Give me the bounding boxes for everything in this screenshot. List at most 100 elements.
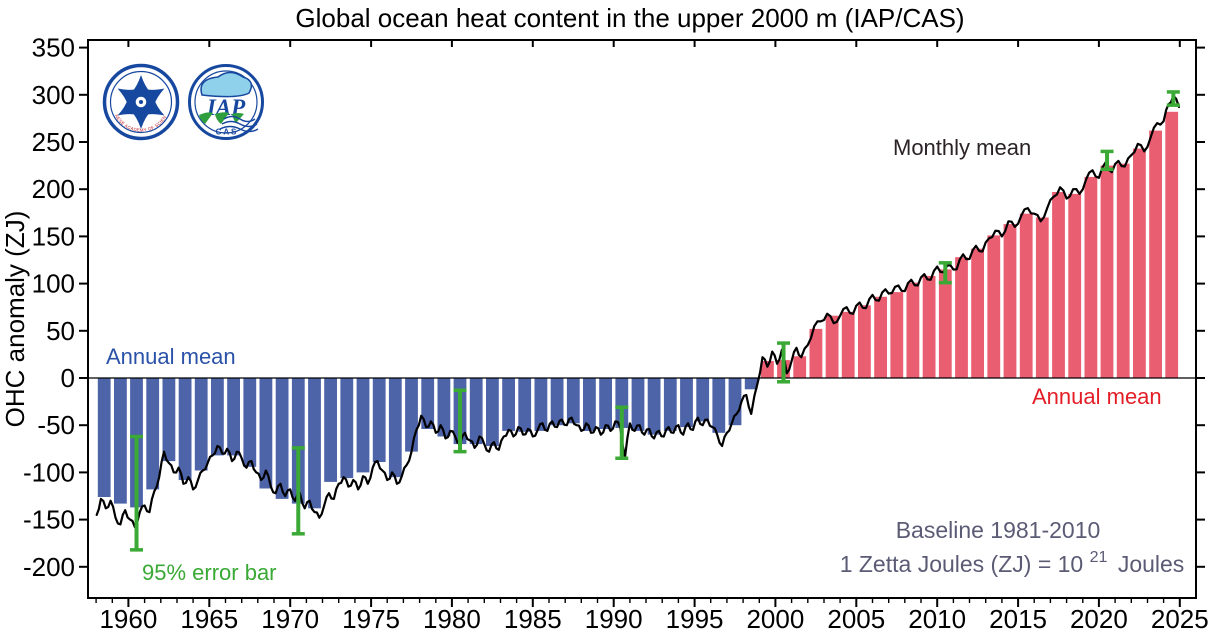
x-tick-label-2005: 2005 — [827, 604, 885, 634]
y-tick-label-50: 50 — [46, 316, 75, 346]
annual-bar-1986 — [550, 378, 564, 426]
zetta-suffix: Joules — [1118, 551, 1184, 577]
annual-bar-2001 — [793, 356, 807, 378]
annual-bar-2017 — [1052, 192, 1065, 378]
annual-bar-1996 — [712, 378, 726, 433]
iap-logo-cloud — [200, 71, 253, 98]
annual-bar-1994 — [680, 378, 693, 428]
annual-bar-2006 — [874, 296, 887, 378]
annual-bar-1992 — [647, 378, 661, 435]
annual-bar-1990 — [615, 378, 629, 428]
annual-bar-2016 — [1035, 217, 1049, 378]
y-tick-label-250: 250 — [32, 127, 75, 157]
y-tick-label--100: -100 — [23, 457, 75, 487]
error-bar-2000.5 — [777, 341, 791, 384]
annual-bar-1971 — [308, 378, 321, 509]
annual-bar-2003 — [825, 315, 839, 378]
annual-bar-1984 — [518, 378, 532, 432]
error-bar-1990.5 — [615, 405, 629, 461]
x-tick-label-1995: 1995 — [666, 604, 724, 634]
iap-logo-cas-text: C A S — [216, 128, 237, 137]
cas-logo-icon: CHINESE ACADEMY OF SCIENCES — [102, 63, 180, 141]
annual-bar-1985 — [534, 378, 548, 431]
chart-title: Global ocean heat content in the upper 2… — [295, 3, 964, 33]
annual-bar-1993 — [663, 378, 677, 431]
annual-bar-1959 — [114, 378, 127, 504]
annual-mean-red-label: Annual mean — [1032, 384, 1162, 409]
x-tick-label-1990: 1990 — [585, 604, 643, 634]
annual-bar-2010 — [938, 269, 952, 378]
error-bar-1960.5 — [130, 434, 144, 552]
annual-bar-1975 — [372, 378, 386, 462]
annual-bar-2019 — [1084, 176, 1098, 378]
annual-bar-1976 — [388, 378, 402, 478]
annual-bar-1987 — [566, 378, 580, 424]
annual-bar-1978 — [421, 378, 435, 429]
y-tick-label-150: 150 — [32, 221, 75, 251]
iap-logo-waves — [219, 115, 259, 133]
annual-bar-1989 — [599, 378, 612, 429]
baseline-note: Baseline 1981-2010 — [896, 517, 1101, 543]
annual-bar-2011 — [955, 257, 968, 379]
annual-mean-bars — [97, 111, 1179, 509]
y-tick-label-350: 350 — [32, 33, 75, 63]
y-tick-label--50: -50 — [37, 410, 75, 440]
annual-bar-1981 — [469, 378, 483, 445]
x-tick-label-1975: 1975 — [342, 604, 400, 634]
y-tick-label-300: 300 — [32, 80, 75, 110]
y-tick-label-200: 200 — [32, 174, 75, 204]
annual-bar-1972 — [324, 378, 337, 482]
annual-bar-2004 — [841, 311, 855, 378]
annual-bar-1995 — [696, 378, 710, 422]
y-tick-label--200: -200 — [23, 552, 75, 582]
annual-bar-2015 — [1019, 213, 1033, 378]
annual-bar-1988 — [583, 378, 596, 431]
annual-bar-2018 — [1068, 193, 1082, 378]
annual-bar-1961 — [146, 378, 160, 490]
annual-bar-2002 — [809, 328, 823, 378]
y-tick-label--150: -150 — [23, 505, 75, 535]
annual-bar-1962 — [162, 378, 176, 462]
annual-mean-blue-label: Annual mean — [106, 344, 236, 369]
annual-bar-1997 — [728, 378, 742, 426]
x-tick-label-2000: 2000 — [746, 604, 804, 634]
x-tick-label-2010: 2010 — [908, 604, 966, 634]
annual-bar-2007 — [890, 292, 904, 378]
x-tick-label-1970: 1970 — [261, 604, 319, 634]
monthly-mean-line-group — [95, 94, 1181, 529]
zetta-joules-note: 1 Zetta Joules (ZJ) = 10 21 Joules — [840, 541, 1185, 577]
annual-bar-1966 — [227, 378, 240, 456]
y-tick-label-100: 100 — [32, 269, 75, 299]
annual-bar-1964 — [194, 378, 208, 471]
zetta-exponent: 21 — [1090, 549, 1108, 566]
annual-bar-2022 — [1133, 148, 1146, 378]
annual-bar-2013 — [987, 235, 1001, 378]
annual-bar-2020 — [1100, 165, 1114, 378]
x-tick-label-2025: 2025 — [1151, 604, 1208, 634]
annual-bar-1967 — [243, 378, 257, 467]
x-tick-label-1980: 1980 — [423, 604, 481, 634]
annual-bar-1969 — [275, 378, 289, 499]
x-tick-label-1960: 1960 — [99, 604, 157, 634]
error-bar-1970.5 — [291, 446, 305, 536]
annual-bar-1965 — [211, 378, 224, 456]
error-bar-2010.5 — [938, 261, 952, 285]
annual-bar-1958 — [97, 378, 111, 497]
annual-bar-2012 — [971, 248, 984, 379]
annual-bar-2024 — [1165, 111, 1179, 379]
annual-bar-2005 — [858, 305, 871, 378]
annual-bar-2021 — [1116, 163, 1130, 378]
axes-ticks-group: -200 -150 -100 -50 0 50 100 150 200 250 300 350 1960… — [23, 33, 1208, 634]
y-tick-label-0: 0 — [61, 363, 75, 393]
error-bar-note: 95% error bar — [142, 560, 277, 585]
x-tick-label-1985: 1985 — [504, 604, 562, 634]
annual-bar-2014 — [1003, 224, 1017, 378]
monthly-mean-label: Monthly mean — [893, 135, 1031, 160]
error-bar-2020.5 — [1100, 149, 1114, 172]
annual-bar-1973 — [340, 378, 354, 479]
annual-bar-2009 — [922, 276, 936, 378]
iap-logo-inner-ring — [194, 70, 258, 134]
annual-bar-1998 — [744, 378, 758, 390]
x-tick-label-2015: 2015 — [989, 604, 1047, 634]
